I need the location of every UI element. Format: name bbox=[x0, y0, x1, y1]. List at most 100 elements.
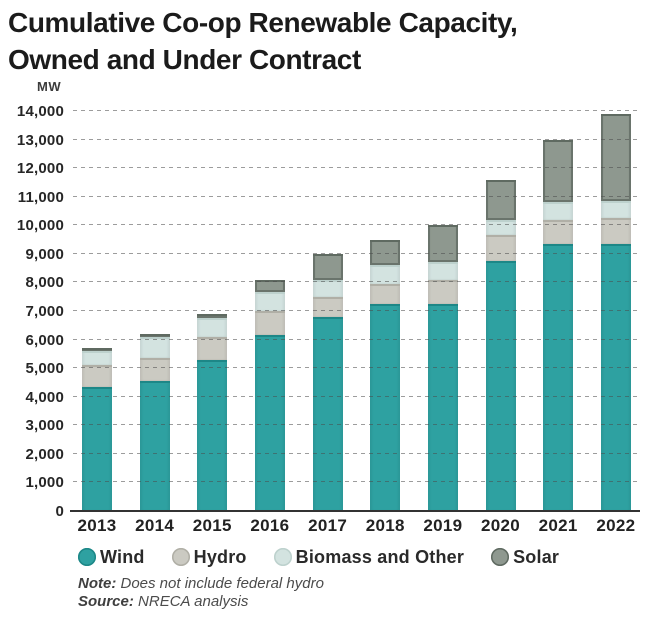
bar-2014 bbox=[139, 333, 170, 511]
legend: Wind Hydro Biomass and Other Solar bbox=[78, 545, 559, 569]
bar-segment-solar bbox=[197, 313, 228, 319]
bar-2018 bbox=[370, 239, 401, 511]
x-tick-label: 2018 bbox=[365, 516, 405, 535]
bar-segment-hydro bbox=[543, 219, 574, 244]
legend-swatch-hydro bbox=[171, 548, 190, 566]
bar-segment-biomass-and-other bbox=[139, 336, 170, 359]
x-tick-label: 2019 bbox=[423, 516, 463, 535]
bar-segment-wind bbox=[370, 303, 401, 511]
y-tick-label: 4,000 bbox=[25, 388, 64, 406]
y-tick-label: 1,000 bbox=[25, 474, 64, 492]
bar-segment-solar bbox=[370, 239, 401, 266]
bar-segment-hydro bbox=[139, 358, 170, 381]
gridline bbox=[73, 367, 639, 369]
y-tick-label: 12,000 bbox=[16, 160, 64, 178]
bar-segment-solar bbox=[82, 348, 112, 351]
bar-segment-solar bbox=[312, 253, 343, 280]
gridline bbox=[73, 224, 639, 226]
legend-item-biomass-and-other: Biomass and Other bbox=[273, 546, 465, 568]
chart-title-line1: Cumulative Co-op Renewable Capacity, bbox=[8, 7, 518, 38]
bar-segment-wind bbox=[139, 381, 170, 511]
y-tick-label: 5,000 bbox=[25, 360, 64, 378]
y-tick-label: 6,000 bbox=[25, 331, 64, 349]
bar-segment-solar bbox=[600, 113, 631, 201]
source-label: Source: bbox=[78, 593, 134, 610]
source-line: Source: NRECA analysis bbox=[78, 593, 324, 611]
bar-segment-hydro bbox=[82, 365, 112, 387]
legend-swatch-wind bbox=[78, 548, 96, 566]
x-axis-labels: 2013 2014 2015 2016 2017 2018 2019 2020 2021 2022 bbox=[73, 516, 639, 538]
gridline bbox=[73, 338, 639, 340]
x-tick-label: 2017 bbox=[308, 516, 348, 535]
bar-2022 bbox=[600, 113, 631, 511]
y-tick-label: 8,000 bbox=[25, 274, 64, 292]
y-axis-unit-label: MW bbox=[37, 79, 62, 94]
bar-2017 bbox=[312, 253, 343, 511]
bar-segment-solar bbox=[543, 139, 574, 203]
legend-label-biomass-and-other: Biomass and Other bbox=[295, 546, 465, 567]
x-tick-label: 2014 bbox=[135, 516, 175, 535]
gridline bbox=[73, 281, 639, 283]
x-tick-label: 2022 bbox=[596, 516, 636, 535]
bar-segment-hydro bbox=[312, 296, 343, 317]
bar-segment-biomass-and-other bbox=[312, 279, 343, 297]
gridline bbox=[73, 452, 639, 454]
gridline bbox=[73, 395, 639, 397]
bar-segment-solar bbox=[139, 333, 170, 337]
legend-label-solar: Solar bbox=[513, 546, 560, 567]
bar-segment-wind bbox=[543, 243, 574, 511]
bar-segment-biomass-and-other bbox=[370, 265, 401, 284]
y-tick-label: 14,000 bbox=[16, 103, 64, 120]
bar-segment-wind bbox=[600, 243, 631, 511]
gridline bbox=[73, 424, 639, 426]
y-tick-label: 11,000 bbox=[17, 188, 64, 206]
bar-segment-biomass-and-other bbox=[600, 201, 631, 219]
x-tick-label: 2021 bbox=[538, 516, 578, 535]
legend-item-hydro: Hydro bbox=[171, 546, 247, 568]
x-axis-line bbox=[70, 510, 640, 512]
bar-segment-biomass-and-other bbox=[543, 202, 574, 220]
x-tick-label: 2016 bbox=[250, 516, 290, 535]
bar-segment-biomass-and-other bbox=[485, 219, 516, 236]
bar-segment-hydro bbox=[370, 283, 401, 304]
footnotes: Note: Does not include federal hydro Sou… bbox=[78, 575, 324, 611]
bar-2019 bbox=[427, 225, 458, 511]
gridline bbox=[73, 481, 639, 483]
note-label: Note: bbox=[78, 575, 117, 592]
bar-2013 bbox=[82, 348, 112, 511]
y-tick-label: 13,000 bbox=[16, 131, 64, 149]
bar-2020 bbox=[485, 179, 516, 511]
note-text: Does not include federal hydro bbox=[116, 575, 324, 592]
legend-label-hydro: Hydro bbox=[193, 546, 247, 567]
gridline bbox=[73, 167, 639, 169]
legend-swatch-biomass-and-other bbox=[273, 548, 292, 566]
bar-segment-wind bbox=[485, 261, 516, 511]
bar-2015 bbox=[197, 313, 228, 511]
bar-segment-solar bbox=[485, 179, 516, 220]
y-tick-label: 0 bbox=[55, 503, 64, 520]
x-tick-label: 2020 bbox=[481, 516, 521, 535]
legend-item-wind: Wind bbox=[78, 547, 145, 568]
gridline bbox=[73, 138, 639, 140]
gridline bbox=[73, 252, 639, 254]
legend-label-wind: Wind bbox=[100, 546, 145, 567]
bar-segment-wind bbox=[197, 359, 228, 511]
bar-segment-hydro bbox=[485, 235, 516, 261]
bar-segment-solar bbox=[427, 225, 458, 263]
bar-segment-hydro bbox=[427, 279, 458, 304]
x-tick-label: 2015 bbox=[192, 516, 232, 535]
chart-title: Cumulative Co-op Renewable Capacity, Own… bbox=[8, 4, 648, 78]
bar-segment-hydro bbox=[600, 218, 631, 244]
bar-segment-solar bbox=[254, 279, 285, 293]
bar-segment-hydro bbox=[197, 336, 228, 360]
gridline bbox=[73, 310, 639, 311]
y-tick-label: 2,000 bbox=[25, 445, 64, 463]
bar-segment-wind bbox=[427, 303, 458, 511]
bar-segment-wind bbox=[254, 335, 285, 511]
y-tick-label: 3,000 bbox=[25, 417, 64, 435]
bar-segment-hydro bbox=[254, 311, 285, 336]
bar-segment-biomass-and-other bbox=[254, 292, 285, 311]
bar-segment-biomass-and-other bbox=[197, 318, 228, 337]
note-line: Note: Does not include federal hydro bbox=[78, 575, 324, 593]
x-tick-label: 2013 bbox=[77, 516, 117, 535]
